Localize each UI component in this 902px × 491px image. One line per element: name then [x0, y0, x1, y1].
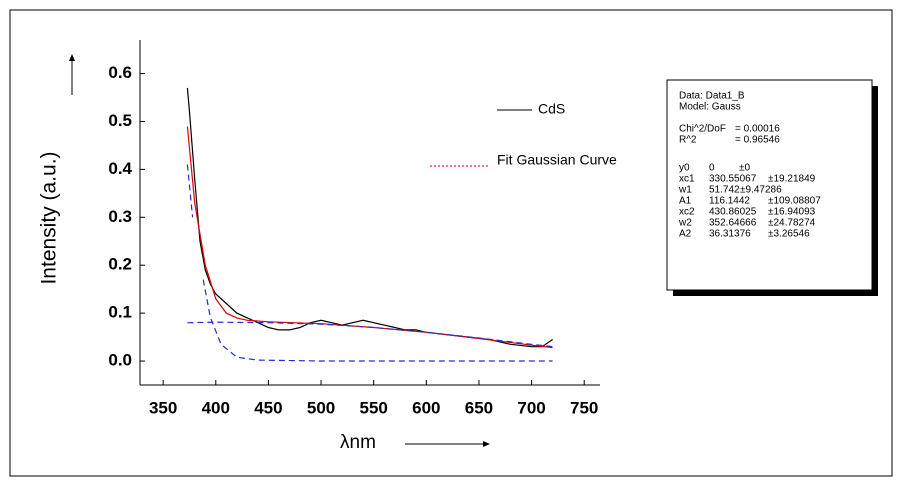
- y-tick-label: 0.2: [108, 255, 132, 274]
- stats-text: 116.1442: [709, 196, 750, 207]
- y-tick-label: 0.6: [108, 63, 132, 82]
- stats-text: xc1: [679, 174, 695, 185]
- series-line: [186, 164, 553, 362]
- stats-text: ±19.21849: [768, 174, 816, 185]
- stats-text: xc2: [679, 207, 695, 218]
- stats-text: Chi^2/DoF: [679, 124, 726, 135]
- series-line: [187, 321, 553, 348]
- stats-text: 0: [709, 163, 715, 174]
- stats-text: ±3.26546: [768, 229, 810, 240]
- stats-text: 352.64666: [709, 218, 757, 229]
- legend-bg: [492, 95, 582, 140]
- stats-text: Model: Gauss: [679, 102, 741, 113]
- x-tick-label: 400: [202, 398, 230, 417]
- x-tick-label: 700: [517, 398, 545, 417]
- stats-text: A2: [679, 229, 692, 240]
- legend-label: CdS: [538, 101, 565, 117]
- x-tick-label: 550: [359, 398, 387, 417]
- y-tick-label: 0.0: [108, 351, 132, 370]
- y-tick-label: 0.5: [108, 111, 132, 130]
- legend-label: Fit Gaussian Curve: [497, 152, 617, 168]
- stats-text: = 0.96546: [735, 135, 780, 146]
- stats-box: [666, 79, 873, 291]
- frame: [9, 9, 893, 477]
- stats-text: 330.55067: [709, 174, 757, 185]
- legend: CdS Fit Gaussian Curve: [430, 95, 617, 168]
- x-tick-label: 500: [307, 398, 335, 417]
- y-tick-label: 0.3: [108, 207, 132, 226]
- y-tick-label: 0.4: [108, 159, 132, 178]
- x-tick-label: 600: [412, 398, 440, 417]
- stats-text: ±9.47286: [740, 185, 782, 196]
- x-tick-label: 350: [149, 398, 177, 417]
- stats-text: 51.742: [709, 185, 740, 196]
- y-tick-label: 0.1: [108, 303, 132, 322]
- stats-text: y0: [679, 163, 690, 174]
- stats-text: A1: [679, 196, 692, 207]
- stats-text: 36.31376: [709, 229, 751, 240]
- x-tick-label: 650: [465, 398, 493, 417]
- stats-text: Data: Data1_B: [679, 91, 745, 102]
- stats-text: ±16.94093: [768, 207, 816, 218]
- stats-text: = 0.00016: [735, 124, 780, 135]
- x-tick-label: 450: [254, 398, 282, 417]
- stats-text: ±109.08807: [768, 196, 821, 207]
- stats-text: w1: [678, 185, 692, 196]
- stats-text: w2: [678, 218, 692, 229]
- stats-text: 430.86025: [709, 207, 757, 218]
- y-arrow-head: [69, 54, 75, 61]
- x-arrow-head: [483, 441, 490, 447]
- stats-text: R^2: [679, 135, 697, 146]
- stats-text: ±0: [739, 163, 750, 174]
- x-axis-label: λnm: [340, 432, 376, 453]
- y-axis-label: Intensity (a.u.): [38, 151, 61, 284]
- x-tick-label: 750: [570, 398, 598, 417]
- stats-text: ±24.78274: [768, 218, 816, 229]
